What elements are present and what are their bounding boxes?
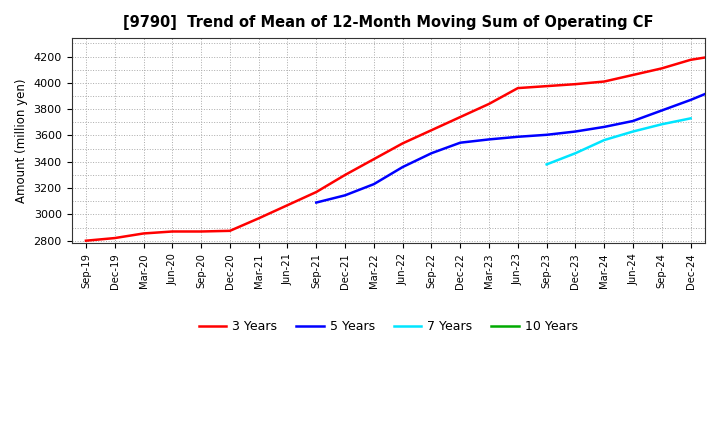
Line: 5 Years: 5 Years — [316, 77, 720, 202]
3 Years — [225, 228, 234, 234]
Y-axis label: Amount (million yen): Amount (million yen) — [15, 78, 28, 203]
3 Years — [398, 141, 407, 146]
3 Years — [456, 114, 464, 120]
5 Years — [513, 134, 522, 139]
Legend: 3 Years, 5 Years, 7 Years, 10 Years: 3 Years, 5 Years, 7 Years, 10 Years — [194, 315, 583, 338]
3 Years — [427, 128, 436, 133]
5 Years — [456, 140, 464, 145]
5 Years — [312, 200, 320, 205]
7 Years — [686, 116, 695, 121]
5 Years — [542, 132, 551, 137]
7 Years — [571, 150, 580, 156]
3 Years — [168, 229, 176, 234]
3 Years — [283, 202, 292, 208]
5 Years — [571, 129, 580, 134]
Title: [9790]  Trend of Mean of 12-Month Moving Sum of Operating CF: [9790] Trend of Mean of 12-Month Moving … — [123, 15, 654, 30]
5 Years — [485, 137, 493, 142]
3 Years — [485, 101, 493, 106]
3 Years — [686, 57, 695, 62]
3 Years — [139, 231, 148, 236]
3 Years — [513, 85, 522, 91]
3 Years — [657, 66, 666, 71]
5 Years — [427, 150, 436, 156]
3 Years — [341, 172, 349, 178]
5 Years — [600, 124, 608, 129]
3 Years — [715, 52, 720, 58]
5 Years — [369, 181, 378, 187]
Line: 7 Years: 7 Years — [546, 118, 690, 165]
3 Years — [81, 238, 90, 243]
7 Years — [542, 162, 551, 167]
5 Years — [629, 118, 637, 124]
5 Years — [715, 85, 720, 91]
5 Years — [686, 97, 695, 103]
5 Years — [398, 165, 407, 170]
7 Years — [600, 137, 608, 143]
Line: 3 Years: 3 Years — [86, 42, 720, 241]
3 Years — [600, 79, 608, 84]
7 Years — [657, 121, 666, 127]
3 Years — [629, 72, 637, 77]
3 Years — [312, 189, 320, 194]
3 Years — [571, 81, 580, 87]
3 Years — [110, 235, 119, 241]
3 Years — [254, 216, 263, 221]
7 Years — [629, 129, 637, 134]
3 Years — [369, 157, 378, 162]
3 Years — [197, 229, 205, 234]
5 Years — [657, 108, 666, 113]
3 Years — [542, 84, 551, 89]
5 Years — [341, 193, 349, 198]
